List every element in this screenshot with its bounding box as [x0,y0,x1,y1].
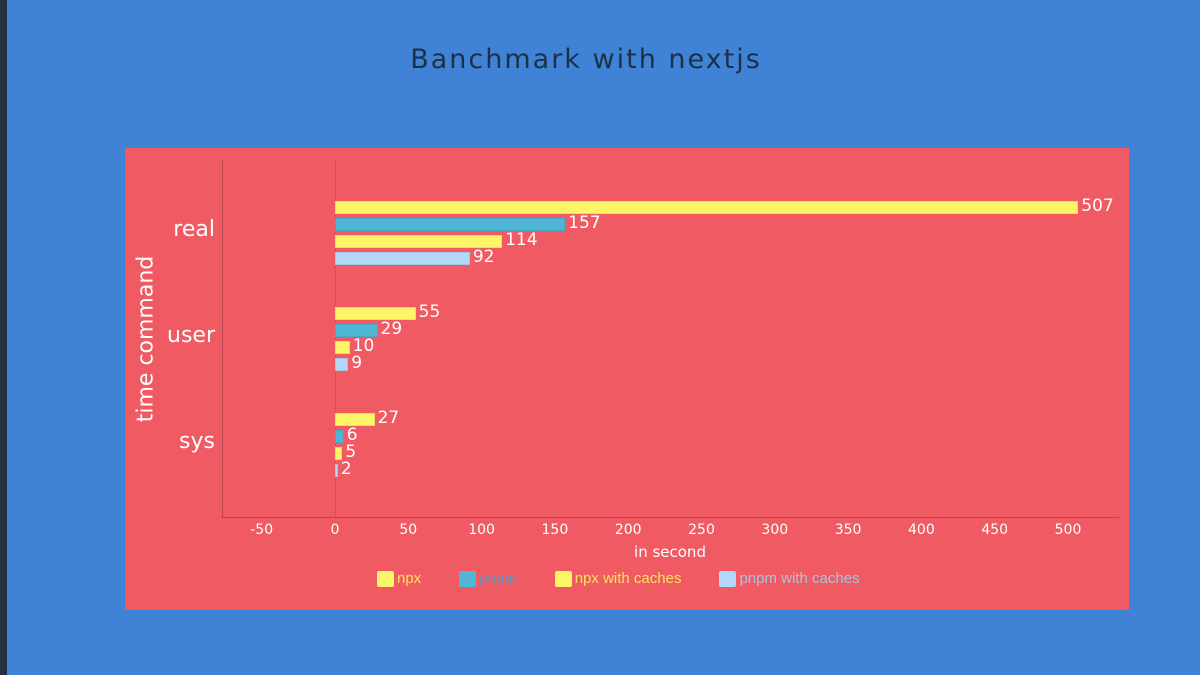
x-tick-label: 500 [1054,522,1082,538]
bar-user-pnpm-with-caches [335,358,349,371]
left-edge-strip [0,0,7,675]
category-label-real: real [173,217,215,242]
bar-value-label: 2 [340,459,352,479]
y-axis-line [222,160,223,518]
bar-value-label: 27 [377,408,400,428]
x-tick-label: 250 [688,522,715,538]
bar-value-label: 507 [1081,196,1114,216]
bar-user-npx [335,307,416,320]
bar-sys-npx-with-caches [335,447,343,460]
bar-user-pnpm [335,324,378,337]
plot-area: time command in second real 507 157 114 92 us… [125,148,1129,610]
bar-user-npx-with-caches [335,341,350,354]
bar-real-pnpm [335,218,566,231]
legend: npx pnpm npx with caches pnpm with caches [377,570,898,587]
bar-value-label: 5 [345,442,357,462]
x-tick-label: 300 [761,522,789,538]
bar-sys-pnpm [335,430,344,443]
legend-swatch-icon [459,570,477,587]
x-axis-label: in second [634,543,706,561]
x-tick-label: 150 [541,522,569,538]
chart-title: Banchmark with nextjs [410,44,762,75]
bar-real-npx [335,201,1079,214]
legend-item-npx-with-caches[interactable]: npx with caches [554,570,682,587]
x-tick-label: 400 [908,522,935,538]
legend-item-pnpm-with-caches[interactable]: pnpm with caches [719,570,860,587]
x-tick-label: 0 [330,522,340,538]
category-label-sys: sys [179,429,215,454]
bar-value-label: 55 [418,302,441,322]
bar-sys-pnpm-with-caches [335,464,338,477]
bar-real-pnpm-with-caches [335,252,470,265]
legend-label: pnpm [479,570,517,587]
x-tick-label: -50 [250,522,274,538]
bar-value-label: 114 [505,230,538,250]
bar-sys-npx [335,413,375,426]
legend-item-npx[interactable]: npx [377,570,421,587]
bar-value-label: 92 [472,247,495,267]
legend-label: npx with caches [574,570,682,587]
bar-value-label: 9 [351,353,363,373]
bar-value-label: 29 [380,319,403,339]
bar-real-npx-with-caches [335,235,503,248]
x-tick-label: 450 [981,522,1009,538]
legend-label: npx [397,570,422,587]
legend-label: pnpm with caches [739,570,860,587]
legend-swatch-icon [377,570,394,587]
bar-value-label: 157 [568,213,601,233]
x-tick-label: 200 [614,522,642,538]
x-tick-label: 100 [468,522,495,538]
bar-value-label: 6 [346,425,358,445]
zero-line [335,160,336,518]
x-axis-line [222,517,1119,518]
bar-value-label: 10 [352,336,375,356]
legend-swatch-icon [719,570,737,587]
x-tick-label: 50 [399,522,418,538]
category-label-user: user [167,323,215,348]
legend-swatch-icon [554,570,572,587]
chart-panel: time command in second real 507 157 114 92 us… [125,148,1129,610]
legend-item-pnpm[interactable]: pnpm [459,570,517,587]
x-tick-label: 350 [834,522,862,538]
